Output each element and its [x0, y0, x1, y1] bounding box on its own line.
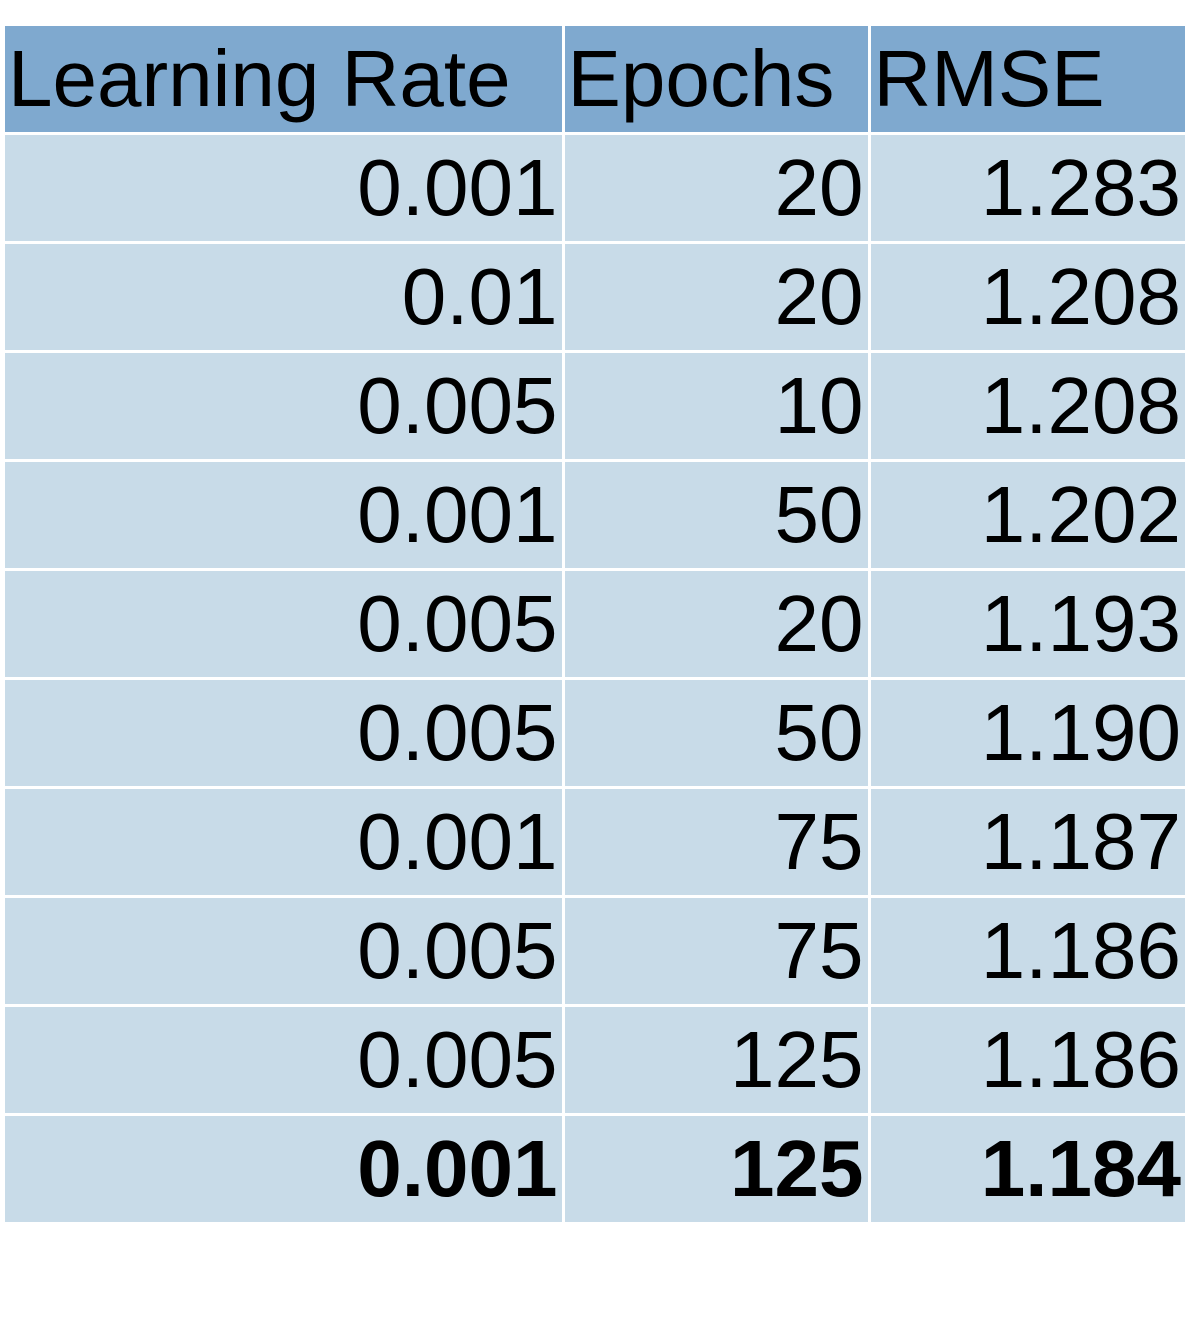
- column-header-epochs: Epochs: [561, 26, 871, 135]
- results-table-container: Learning Rate Epochs RMSE 0.001 20 1.283…: [5, 26, 1185, 1225]
- cell-rmse: 1.184: [867, 1113, 1185, 1225]
- cell-epochs: 10: [561, 350, 871, 462]
- cell-rmse: 1.283: [867, 132, 1185, 244]
- cell-epochs: 20: [561, 568, 871, 680]
- table-body: 0.001 20 1.283 0.01 20 1.208 0.005 10 1.…: [5, 132, 1185, 1225]
- table-row: 0.005 125 1.186: [5, 1004, 1185, 1116]
- table-row: 0.005 50 1.190: [5, 677, 1185, 789]
- cell-rmse: 1.208: [867, 350, 1185, 462]
- table-row: 0.01 20 1.208: [5, 241, 1185, 353]
- cell-learning-rate: 0.001: [5, 132, 565, 244]
- cell-epochs: 50: [561, 677, 871, 789]
- table-row: 0.001 50 1.202: [5, 459, 1185, 571]
- cell-epochs: 20: [561, 132, 871, 244]
- cell-rmse: 1.208: [867, 241, 1185, 353]
- cell-epochs: 125: [561, 1004, 871, 1116]
- cell-epochs: 125: [561, 1113, 871, 1225]
- table-row: 0.001 75 1.187: [5, 786, 1185, 898]
- table-row: 0.001 20 1.283: [5, 132, 1185, 244]
- header-row: Learning Rate Epochs RMSE: [5, 26, 1185, 135]
- results-table: Learning Rate Epochs RMSE 0.001 20 1.283…: [5, 26, 1185, 1225]
- cell-epochs: 20: [561, 241, 871, 353]
- cell-learning-rate: 0.001: [5, 459, 565, 571]
- cell-learning-rate: 0.005: [5, 895, 565, 1007]
- cell-rmse: 1.202: [867, 459, 1185, 571]
- cell-learning-rate: 0.01: [5, 241, 565, 353]
- column-header-rmse: RMSE: [867, 26, 1185, 135]
- cell-learning-rate: 0.005: [5, 350, 565, 462]
- table-row: 0.005 75 1.186: [5, 895, 1185, 1007]
- cell-rmse: 1.190: [867, 677, 1185, 789]
- table-row: 0.005 10 1.208: [5, 350, 1185, 462]
- cell-rmse: 1.193: [867, 568, 1185, 680]
- cell-learning-rate: 0.005: [5, 677, 565, 789]
- cell-learning-rate: 0.001: [5, 786, 565, 898]
- cell-learning-rate: 0.005: [5, 1004, 565, 1116]
- table-row: 0.005 20 1.193: [5, 568, 1185, 680]
- table-header: Learning Rate Epochs RMSE: [5, 26, 1185, 135]
- cell-rmse: 1.186: [867, 895, 1185, 1007]
- column-header-learning-rate: Learning Rate: [5, 26, 565, 135]
- cell-learning-rate: 0.005: [5, 568, 565, 680]
- table-row: 0.001 125 1.184: [5, 1113, 1185, 1225]
- cell-learning-rate: 0.001: [5, 1113, 565, 1225]
- cell-epochs: 75: [561, 786, 871, 898]
- cell-epochs: 75: [561, 895, 871, 1007]
- cell-epochs: 50: [561, 459, 871, 571]
- cell-rmse: 1.187: [867, 786, 1185, 898]
- cell-rmse: 1.186: [867, 1004, 1185, 1116]
